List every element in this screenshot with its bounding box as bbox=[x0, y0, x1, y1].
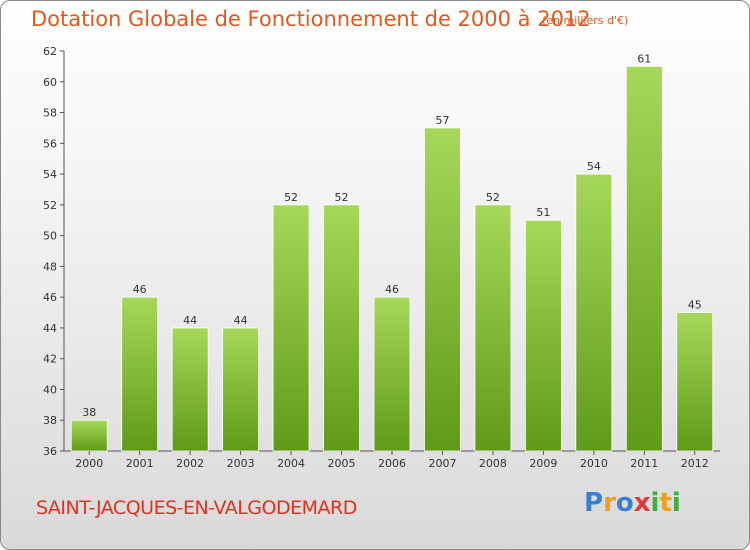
y-tick-label: 48 bbox=[43, 260, 57, 273]
bar-value-label: 52 bbox=[284, 191, 298, 204]
bar-value-label: 46 bbox=[133, 283, 147, 296]
bar-value-label: 38 bbox=[82, 406, 96, 419]
bar-value-label: 52 bbox=[486, 191, 500, 204]
bar-value-label: 44 bbox=[234, 314, 248, 327]
x-tick-label: 2000 bbox=[75, 457, 103, 470]
x-tick-label: 2008 bbox=[479, 457, 507, 470]
y-tick-label: 42 bbox=[43, 353, 57, 366]
bar-value-label: 45 bbox=[688, 299, 702, 312]
y-tick-label: 36 bbox=[43, 445, 57, 458]
commune-name: SAINT-JACQUES-EN-VALGODEMARD bbox=[36, 497, 357, 519]
bar-2006 bbox=[373, 296, 411, 452]
x-tick-label: 2010 bbox=[580, 457, 608, 470]
x-tick-label: 2004 bbox=[277, 457, 305, 470]
bar-value-label: 46 bbox=[385, 283, 399, 296]
bar-2004 bbox=[272, 204, 310, 452]
y-tick-label: 52 bbox=[43, 199, 57, 212]
y-tick-label: 58 bbox=[43, 107, 57, 120]
bar-2010 bbox=[575, 173, 613, 452]
y-tick-label: 38 bbox=[43, 414, 57, 427]
logo-letter: i bbox=[671, 488, 681, 518]
y-tick-label: 60 bbox=[43, 76, 57, 89]
bar-value-label: 57 bbox=[435, 114, 449, 127]
bar-2009 bbox=[524, 219, 562, 452]
bar-value-label: 54 bbox=[587, 160, 601, 173]
x-tick-label: 2011 bbox=[630, 457, 658, 470]
proxiti-logo: Proxiti bbox=[584, 488, 681, 518]
logo-letter: P bbox=[584, 488, 604, 518]
bar-value-label: 51 bbox=[536, 206, 550, 219]
logo-letter: t bbox=[659, 488, 672, 518]
x-tick-label: 2012 bbox=[681, 457, 709, 470]
bar-value-label: 44 bbox=[183, 314, 197, 327]
bar-value-label: 61 bbox=[637, 52, 651, 65]
y-tick-label: 54 bbox=[43, 168, 57, 181]
y-tick-label: 62 bbox=[43, 45, 57, 58]
bar-2008 bbox=[474, 204, 512, 452]
x-tick-label: 2009 bbox=[529, 457, 557, 470]
bar-2003 bbox=[222, 327, 260, 452]
bar-2002 bbox=[171, 327, 209, 452]
bar-2000 bbox=[70, 419, 108, 452]
bar-2001 bbox=[121, 296, 159, 452]
chart-subtitle: (en milliers d'€) bbox=[542, 14, 629, 27]
x-tick-label: 2005 bbox=[328, 457, 356, 470]
bar-2007 bbox=[424, 127, 461, 452]
logo-letter: o bbox=[615, 488, 634, 518]
y-tick-label: 50 bbox=[43, 230, 57, 243]
logo-letter: x bbox=[633, 488, 651, 518]
x-tick-label: 2002 bbox=[176, 457, 204, 470]
y-tick-label: 46 bbox=[43, 291, 57, 304]
y-tick-label: 44 bbox=[43, 322, 57, 335]
bar-value-label: 52 bbox=[335, 191, 349, 204]
x-tick-label: 2003 bbox=[227, 457, 255, 470]
x-tick-label: 2006 bbox=[378, 457, 406, 470]
chart-title: Dotation Globale de Fonctionnement de 20… bbox=[31, 7, 591, 31]
x-tick-label: 2001 bbox=[126, 457, 154, 470]
y-tick-label: 56 bbox=[43, 137, 57, 150]
bar-2012 bbox=[676, 312, 714, 452]
logo-letter: r bbox=[603, 488, 616, 518]
bar-2011 bbox=[625, 65, 663, 452]
x-tick-label: 2007 bbox=[428, 457, 456, 470]
y-tick-label: 40 bbox=[43, 383, 57, 396]
bar-2005 bbox=[323, 204, 360, 452]
logo-letter: i bbox=[650, 488, 660, 518]
